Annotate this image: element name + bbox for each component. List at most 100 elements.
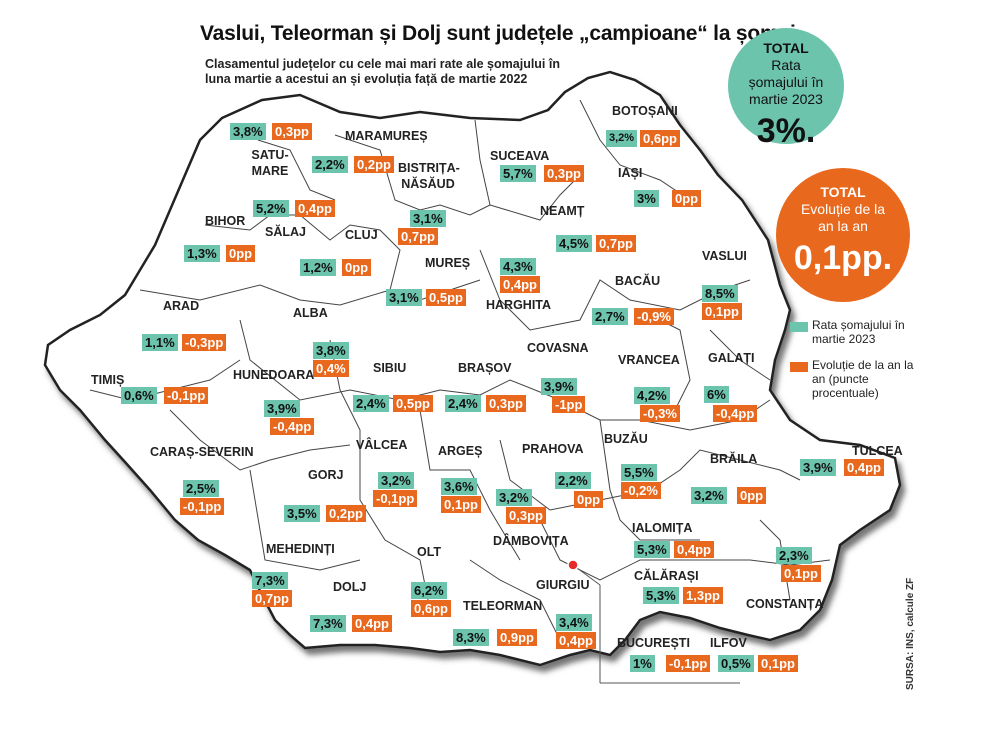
legend-rate-swatch [790, 322, 808, 332]
county-change: 0,3pp [486, 395, 526, 412]
county-rate: 4,3% [500, 258, 536, 275]
county-change: -0,2% [621, 482, 661, 499]
county-rate: 3,6% [441, 478, 477, 495]
county-change: 0,6pp [640, 130, 680, 147]
county-change: 0pp [342, 259, 372, 276]
county-rate: 6,2% [411, 582, 447, 599]
county-change: 0,4% [313, 360, 349, 377]
county-change: 0,2pp [326, 505, 366, 522]
county-change: 0,4pp [674, 541, 714, 558]
county-change: 0,9pp [497, 629, 537, 646]
county-change: -0,4pp [270, 418, 315, 435]
county-change: 0,4pp [500, 276, 540, 293]
county-name: SUCEAVA [490, 149, 550, 163]
county-name: ALBA [293, 306, 328, 320]
county-rate: 3,2% [378, 472, 414, 489]
legend-evolution-swatch [790, 362, 808, 372]
total-evolution-circle: TOTAL Evoluție de la an la an 0,1pp. [776, 168, 910, 302]
county-name: GIURGIU [536, 578, 590, 592]
county-rate: 1,1% [142, 334, 178, 351]
county-change: 0pp [672, 190, 702, 207]
county-name: DÂMBOVIȚA [493, 534, 569, 548]
county-name: CĂLĂRAȘI [634, 569, 699, 583]
county-rate: 2,7% [592, 308, 628, 325]
county-name: BACĂU [615, 274, 661, 288]
county-rate: 3% [634, 190, 659, 207]
county-change: -0,4pp [713, 405, 758, 422]
total-rate-circle: TOTAL Rata șomajului în martie 2023 3%. [728, 28, 844, 150]
county-name: VÂLCEA [356, 438, 408, 452]
county-change: -0,9% [634, 308, 674, 325]
county-rate: 3,9% [264, 400, 300, 417]
county-name: VASLUI [702, 249, 747, 263]
county-rate: 3,1% [410, 210, 446, 227]
county-change: 0,4pp [295, 200, 335, 217]
county-change: 0,3pp [506, 507, 546, 524]
county-rate: 3,8% [230, 123, 266, 140]
legend-rate-text: Rata șomajului în martie 2023 [812, 318, 905, 346]
county-name: GORJ [308, 468, 344, 482]
county-change: 0,7pp [398, 228, 438, 245]
county-name: ILFOV [710, 636, 747, 650]
county-rate: 7,3% [310, 615, 346, 632]
county-name: BUZĂU [604, 432, 648, 446]
county-rate: 3,9% [800, 459, 836, 476]
county-rate: 3,8% [313, 342, 349, 359]
county-change: -0,1pp [164, 387, 209, 404]
county-rate: 8,5% [702, 285, 738, 302]
county-name: BRĂILA [710, 452, 758, 466]
county-rate: 2,4% [353, 395, 389, 412]
county-name: NEAMȚ [540, 204, 585, 218]
source-note: SURSA: INS, calcule ZF [905, 577, 916, 690]
county-rate: 4,5% [556, 235, 592, 252]
county-change: -0,1pp [373, 490, 418, 507]
county-rate: 0,6% [121, 387, 157, 404]
total-evolution-desc: Evoluție de la an la an [800, 201, 886, 234]
county-change: 0,7pp [252, 590, 292, 607]
county-rate: 3,4% [556, 614, 592, 631]
county-name: CLUJ [345, 228, 378, 242]
county-rate: 0,5% [718, 655, 754, 672]
county-rate: 5,2% [253, 200, 289, 217]
county-name: BUCUREȘTI [617, 636, 690, 650]
county-rate: 6% [704, 386, 729, 403]
page-title: Vaslui, Teleorman și Dolj sunt județele … [200, 22, 796, 45]
county-change: 0pp [574, 491, 604, 508]
county-change: 0,5pp [426, 289, 466, 306]
county-change: 0,2pp [354, 156, 394, 173]
county-name: CARAȘ-SEVERIN [150, 445, 254, 459]
county-name: VRANCEA [618, 353, 680, 367]
county-change: 0,7pp [596, 235, 636, 252]
county-name: BIHOR [205, 214, 246, 228]
county-change: 0,4pp [352, 615, 392, 632]
page-subtitle: Clasamentul județelor cu cele mai mari r… [205, 57, 560, 86]
legend-evolution-text: Evoluție de la an la an (puncte procentu… [812, 358, 914, 400]
total-evolution-label: TOTAL [820, 184, 866, 200]
county-change: 0,4pp [556, 632, 596, 649]
county-rate: 2,5% [183, 480, 219, 497]
county-name: BISTRIȚA-NĂSĂUD [398, 161, 460, 191]
county-rate: 2,2% [312, 156, 348, 173]
county-name: IAȘI [618, 166, 643, 180]
county-change: 0pp [737, 487, 767, 504]
county-name: HARGHITA [486, 298, 552, 312]
county-name: SĂLAJ [265, 225, 306, 239]
county-name: SIBIU [373, 361, 407, 375]
county-rate: 3,2% [496, 489, 532, 506]
county-change: 0,5pp [393, 395, 433, 412]
county-rate: 5,7% [500, 165, 536, 182]
total-evolution-value: 0,1pp. [793, 239, 893, 277]
total-rate-desc: Rata șomajului în martie 2023 [748, 57, 824, 107]
county-change: 0,3pp [544, 165, 584, 182]
county-change: -1pp [552, 396, 586, 413]
county-rate: 3,2% [606, 130, 638, 147]
county-name: CONSTANȚA [746, 597, 824, 611]
county-rate: 4,2% [634, 387, 670, 404]
county-change: -0,3pp [182, 334, 227, 351]
county-name: BRAȘOV [458, 361, 512, 375]
county-rate: 2,3% [776, 547, 812, 564]
county-change: 1,3pp [683, 587, 723, 604]
county-rate: 1% [630, 655, 655, 672]
total-rate-label: TOTAL [763, 40, 809, 56]
